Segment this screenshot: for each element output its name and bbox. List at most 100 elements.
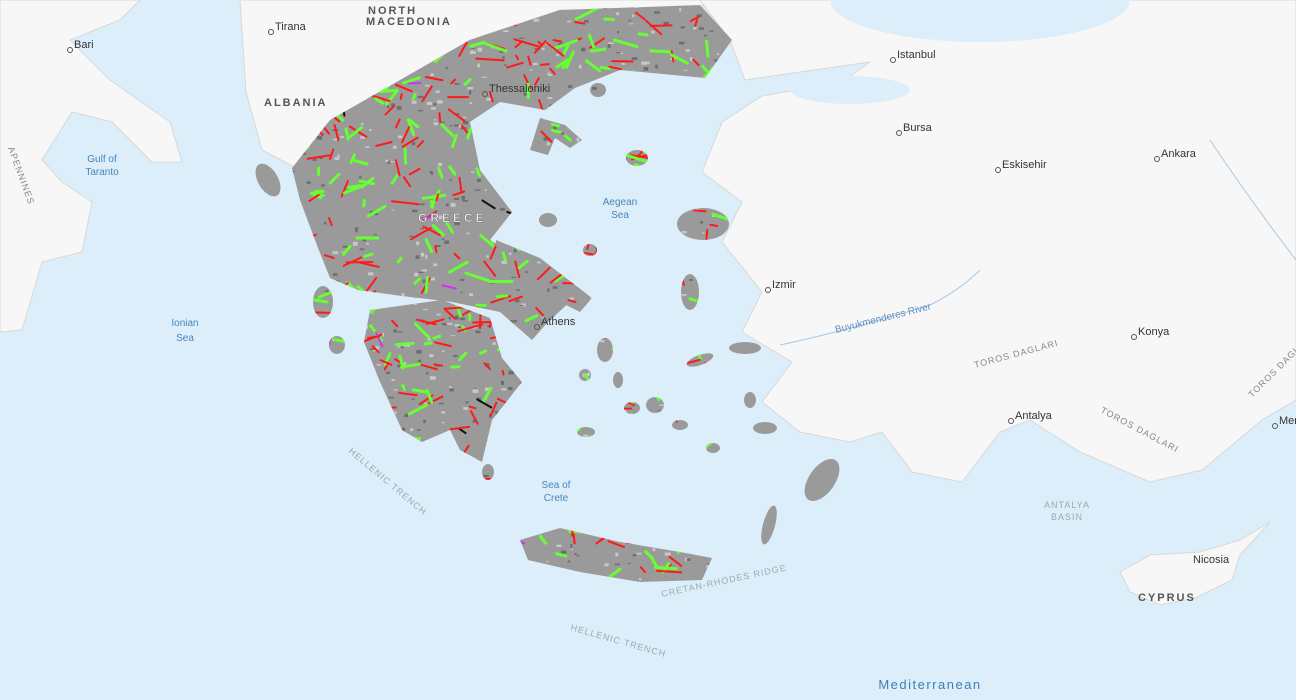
relief-speck xyxy=(413,302,417,305)
fault-line xyxy=(348,386,361,398)
fault-line xyxy=(486,434,516,442)
fault-line xyxy=(685,398,693,418)
fault-line xyxy=(311,486,323,493)
relief-speck xyxy=(383,467,389,469)
relief-speck xyxy=(459,278,465,281)
fault-line xyxy=(604,433,611,442)
fault-line xyxy=(568,187,572,200)
relief-speck xyxy=(526,417,531,420)
relief-speck xyxy=(567,20,571,23)
relief-speck xyxy=(609,534,613,537)
relief-speck xyxy=(504,64,507,66)
relief-speck xyxy=(427,338,431,341)
relief-speck xyxy=(707,563,710,565)
fault-line xyxy=(705,39,710,58)
fault-line xyxy=(451,133,458,149)
fault-line xyxy=(710,76,716,95)
relief-speck xyxy=(666,530,672,533)
relief-speck xyxy=(307,254,312,256)
fault-line xyxy=(619,586,632,593)
fault-line xyxy=(561,42,570,57)
relief-speck xyxy=(417,109,423,112)
fault-line xyxy=(610,122,615,131)
relief-speck xyxy=(561,245,564,248)
relief-speck xyxy=(393,145,397,149)
fault-line xyxy=(333,123,340,142)
relief-speck xyxy=(553,126,557,130)
relief-speck xyxy=(358,320,362,325)
fault-line xyxy=(353,159,369,166)
fault-line xyxy=(621,414,636,427)
relief-speck xyxy=(685,150,688,154)
fault-line xyxy=(706,296,710,307)
relief-speck xyxy=(500,323,503,327)
relief-speck xyxy=(456,508,461,511)
relief-speck xyxy=(511,277,517,279)
fault-line xyxy=(581,317,591,331)
fault-line xyxy=(569,92,577,105)
relief-speck xyxy=(458,326,462,329)
label-ionian-sea-2: Sea xyxy=(176,333,194,344)
relief-speck xyxy=(462,490,466,493)
relief-speck xyxy=(361,498,367,503)
relief-speck xyxy=(582,269,587,272)
relief-speck xyxy=(600,420,604,425)
relief-speck xyxy=(508,370,514,375)
fault-line xyxy=(527,55,532,66)
relief-speck xyxy=(573,399,579,403)
fault-line xyxy=(443,308,457,320)
relief-speck xyxy=(325,290,329,294)
fault-line xyxy=(506,61,524,69)
relief-speck xyxy=(604,111,611,116)
relief-speck xyxy=(667,479,671,483)
relief-speck xyxy=(367,369,372,372)
relief-speck xyxy=(674,192,679,197)
fault-line xyxy=(649,285,676,296)
relief-speck xyxy=(548,351,554,354)
relief-speck xyxy=(476,511,483,515)
relief-speck xyxy=(632,14,635,18)
relief-speck xyxy=(481,536,486,540)
fault-line xyxy=(703,431,711,440)
relief-speck xyxy=(564,386,567,391)
relief-speck xyxy=(531,239,537,242)
city-tirana: Tirana xyxy=(275,21,307,33)
relief-speck xyxy=(559,333,565,335)
relief-speck xyxy=(664,317,667,320)
fault-line xyxy=(409,530,430,539)
relief-speck xyxy=(332,251,339,255)
relief-speck xyxy=(654,11,661,14)
fault-line xyxy=(673,135,685,141)
label-north-macedonia: NORTH xyxy=(368,5,417,17)
relief-speck xyxy=(464,408,469,410)
relief-speck xyxy=(467,87,474,90)
relief-speck xyxy=(708,30,714,32)
relief-speck xyxy=(559,516,565,520)
relief-speck xyxy=(714,59,720,62)
relief-speck xyxy=(549,521,552,525)
relief-speck xyxy=(713,419,718,424)
relief-speck xyxy=(712,496,717,500)
relief-speck xyxy=(442,323,448,326)
relief-speck xyxy=(301,585,307,588)
relief-speck xyxy=(414,272,419,277)
fault-line xyxy=(534,77,540,86)
relief-speck xyxy=(625,179,630,181)
relief-speck xyxy=(607,44,611,48)
relief-speck xyxy=(429,171,432,174)
fault-line xyxy=(331,287,337,306)
relief-speck xyxy=(584,471,590,476)
relief-speck xyxy=(632,554,637,557)
relief-speck xyxy=(587,332,591,335)
relief-speck xyxy=(652,540,658,544)
relief-speck xyxy=(581,47,586,52)
label-antalya-basin: ANTALYA xyxy=(1044,500,1090,510)
fault-line xyxy=(641,495,657,511)
relief-speck xyxy=(582,360,588,364)
fault-line xyxy=(348,126,364,138)
fault-line xyxy=(383,502,390,520)
fault-line xyxy=(405,457,429,464)
relief-speck xyxy=(548,73,552,77)
fault-line xyxy=(667,535,672,547)
